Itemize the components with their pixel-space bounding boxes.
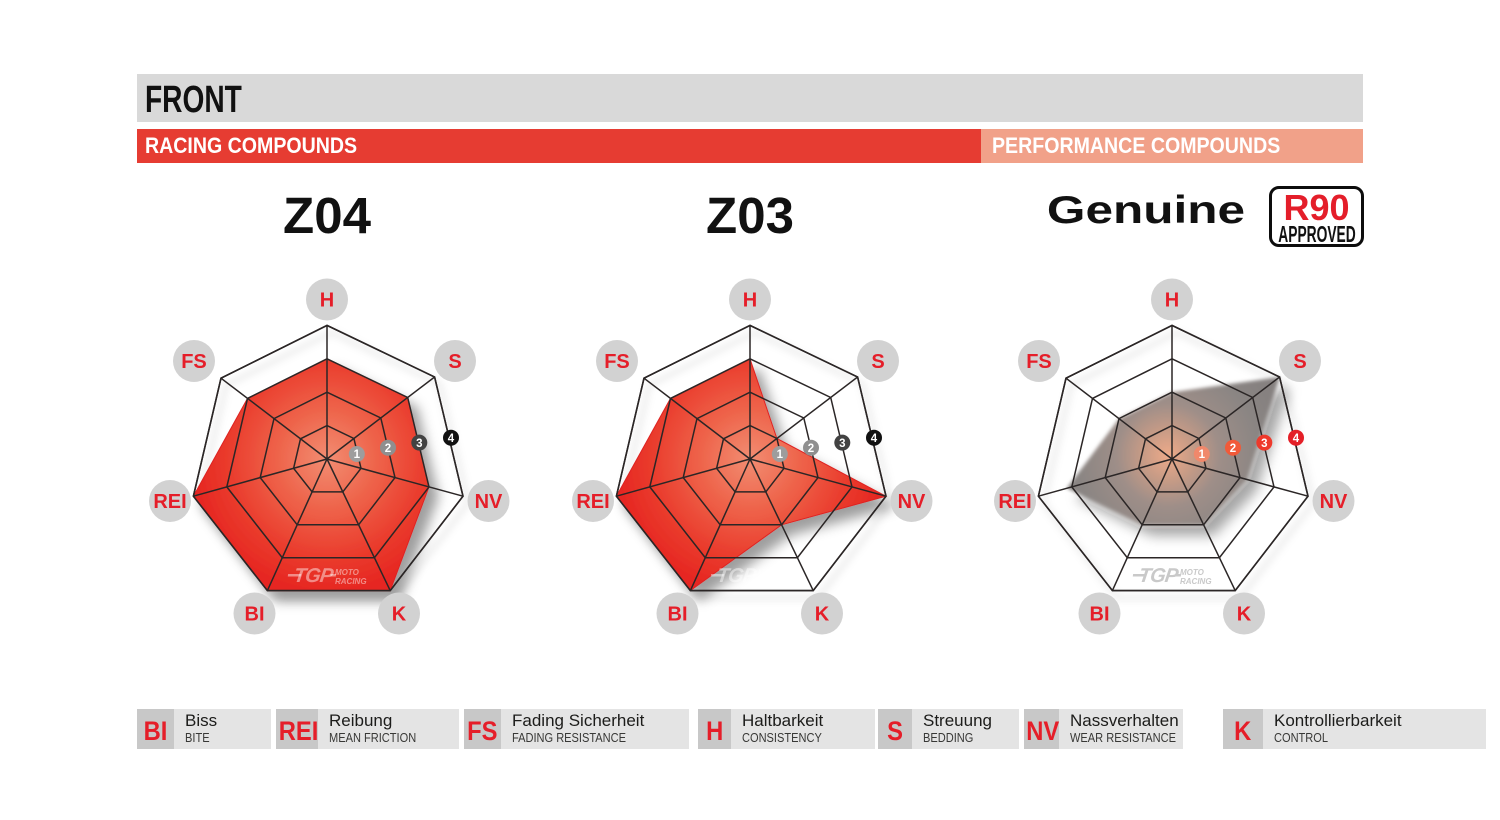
svg-text:3: 3 xyxy=(416,438,422,450)
svg-text:NV: NV xyxy=(475,491,503,513)
svg-text:RACING: RACING xyxy=(335,577,367,586)
svg-text:BI: BI xyxy=(668,604,688,626)
svg-text:S: S xyxy=(448,351,461,373)
svg-text:FS: FS xyxy=(604,351,630,373)
svg-text:BI: BI xyxy=(1090,604,1110,626)
svg-text:2: 2 xyxy=(1230,443,1236,455)
svg-text:4: 4 xyxy=(871,433,878,445)
svg-text:REI: REI xyxy=(998,491,1031,513)
svg-text:1: 1 xyxy=(354,449,361,461)
svg-text:RACING: RACING xyxy=(1180,577,1212,586)
svg-text:S: S xyxy=(1293,351,1306,373)
svg-text:FS: FS xyxy=(1026,351,1052,373)
svg-text:1: 1 xyxy=(777,449,784,461)
svg-text:H: H xyxy=(1165,290,1179,312)
svg-text:RACING: RACING xyxy=(758,577,790,586)
svg-text:MOTO: MOTO xyxy=(335,568,360,577)
svg-text:NV: NV xyxy=(898,491,926,513)
svg-text:S: S xyxy=(871,351,884,373)
svg-text:FS: FS xyxy=(181,351,207,373)
svg-text:NV: NV xyxy=(1320,491,1348,513)
svg-text:K: K xyxy=(815,604,830,626)
svg-text:REI: REI xyxy=(153,491,186,513)
svg-text:MOTO: MOTO xyxy=(758,568,783,577)
svg-text:3: 3 xyxy=(839,438,845,450)
svg-text:TGP: TGP xyxy=(1137,565,1180,587)
svg-text:BI: BI xyxy=(245,604,265,626)
svg-text:K: K xyxy=(1237,604,1252,626)
svg-text:H: H xyxy=(320,290,334,312)
svg-text:TGP: TGP xyxy=(715,565,758,587)
svg-text:4: 4 xyxy=(1293,433,1300,445)
svg-text:2: 2 xyxy=(808,443,814,455)
svg-text:MOTO: MOTO xyxy=(1180,568,1205,577)
svg-text:4: 4 xyxy=(448,433,455,445)
svg-text:2: 2 xyxy=(385,443,391,455)
svg-text:REI: REI xyxy=(576,491,609,513)
svg-text:K: K xyxy=(392,604,407,626)
svg-text:H: H xyxy=(743,290,757,312)
svg-text:3: 3 xyxy=(1261,438,1267,450)
svg-text:TGP: TGP xyxy=(292,565,335,587)
svg-text:1: 1 xyxy=(1199,449,1206,461)
